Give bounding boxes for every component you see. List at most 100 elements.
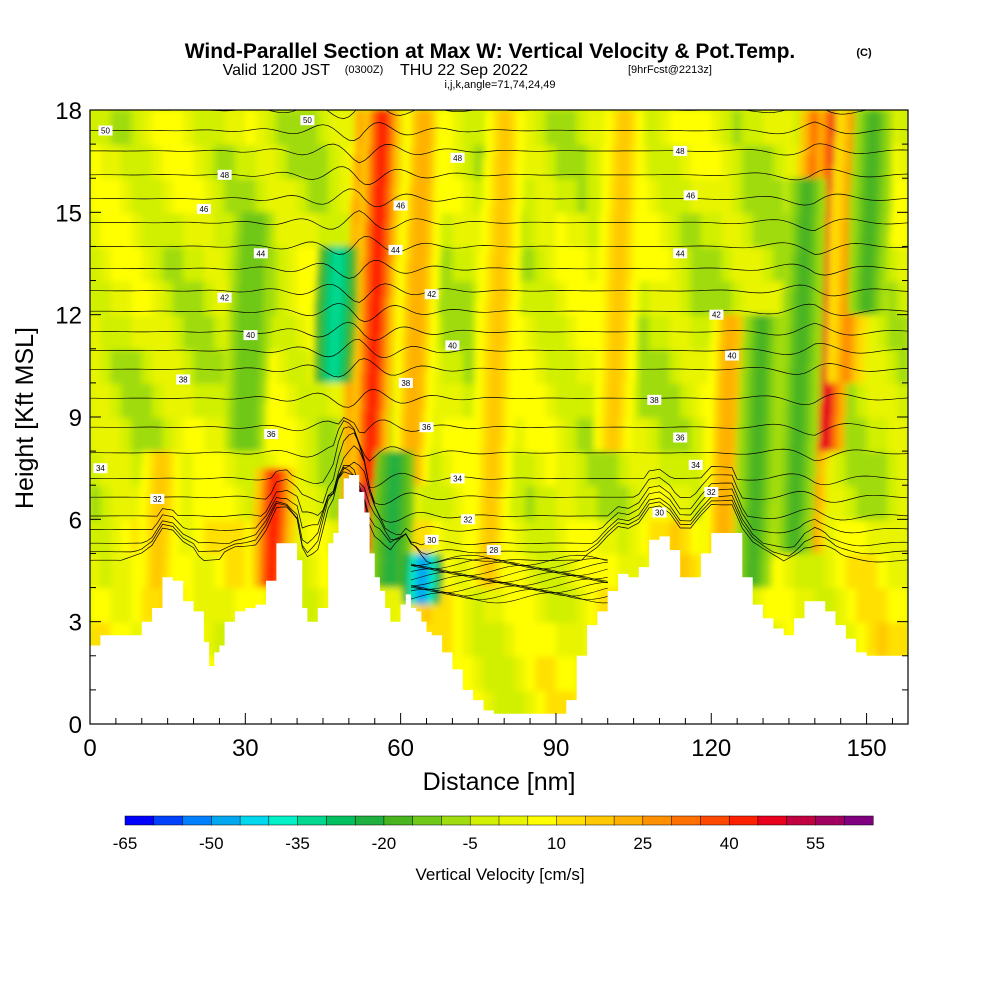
velocity-cell xyxy=(845,417,858,453)
velocity-cell xyxy=(794,587,806,623)
colorbar-swatch xyxy=(757,815,788,826)
velocity-cell xyxy=(183,382,195,418)
velocity-cell xyxy=(307,451,319,487)
velocity-cell xyxy=(245,519,257,555)
velocity-cell xyxy=(276,246,288,282)
velocity-cell xyxy=(535,178,547,214)
contour-label-text: 38 xyxy=(401,379,410,388)
downdraft-band-cell xyxy=(384,560,397,574)
contour-label-text: 40 xyxy=(246,331,255,340)
velocity-cell xyxy=(732,246,744,282)
velocity-cell xyxy=(348,110,361,146)
velocity-cell xyxy=(152,110,164,146)
velocity-cell xyxy=(90,314,102,350)
velocity-cell xyxy=(473,144,485,180)
velocity-cell xyxy=(224,451,236,487)
velocity-cell xyxy=(307,417,319,453)
velocity-cell xyxy=(783,587,796,623)
velocity-cell xyxy=(152,587,164,623)
updraft-band-cell xyxy=(611,280,625,315)
velocity-cell xyxy=(773,144,785,180)
velocity-cell xyxy=(431,382,444,418)
velocity-cell xyxy=(462,417,475,453)
velocity-cell xyxy=(100,314,112,350)
title-main: Wind-Parallel Section at Max W: Vertical… xyxy=(185,40,796,63)
velocity-cell xyxy=(411,519,423,555)
colorbar-swatch xyxy=(182,815,212,826)
velocity-cell xyxy=(649,178,661,214)
velocity-cell xyxy=(576,314,589,350)
isentrope-line xyxy=(90,461,908,536)
velocity-cell xyxy=(721,144,733,180)
velocity-cell xyxy=(597,144,609,180)
downdraft-band-cell xyxy=(746,560,759,588)
velocity-cell xyxy=(297,451,309,487)
velocity-cell xyxy=(555,451,568,487)
contour-label-bg xyxy=(683,190,698,201)
velocity-cell xyxy=(773,587,785,623)
velocity-cell xyxy=(493,621,506,657)
potential-temperature-contours xyxy=(90,110,908,604)
contour-label: 38 xyxy=(647,394,662,405)
downdraft-band-cell xyxy=(328,342,341,356)
velocity-cell xyxy=(152,417,164,453)
colorbar: -65 -50 -35 -20 -5 10 25 40 55 xyxy=(113,815,874,853)
velocity-cell xyxy=(452,451,464,487)
velocity-cell xyxy=(680,553,692,589)
velocity-cell xyxy=(172,110,185,146)
velocity-cell xyxy=(131,417,143,453)
velocity-cell xyxy=(535,246,547,282)
colorbar-swatch xyxy=(786,815,817,826)
velocity-cell xyxy=(131,314,143,350)
velocity-cell xyxy=(214,587,226,623)
velocity-cell xyxy=(317,519,330,555)
velocity-cell xyxy=(555,348,568,384)
velocity-cell xyxy=(317,553,330,589)
velocity-cell xyxy=(628,519,640,555)
isentrope-line xyxy=(90,283,908,303)
velocity-cell xyxy=(607,485,620,521)
velocity-cell xyxy=(442,280,454,316)
velocity-cell xyxy=(203,212,216,248)
velocity-cell xyxy=(576,451,589,487)
contour-label-text: 30 xyxy=(427,536,436,545)
velocity-cell xyxy=(90,178,102,214)
velocity-cell xyxy=(700,280,713,316)
contour-label: 34 xyxy=(688,459,703,470)
velocity-cell xyxy=(856,621,868,657)
velocity-cell xyxy=(587,178,599,214)
velocity-cell xyxy=(783,110,796,146)
y-axis-label: Height [Kft MSL] xyxy=(11,327,39,509)
contour-label: 48 xyxy=(673,145,688,156)
velocity-cell xyxy=(545,246,557,282)
updraft-band-cell xyxy=(155,451,169,465)
velocity-cell xyxy=(328,178,340,214)
velocity-cell xyxy=(131,587,143,623)
colorbar-swatch xyxy=(354,815,385,826)
updraft-band-cell xyxy=(609,348,622,383)
velocity-cell xyxy=(680,110,692,146)
velocity-cell xyxy=(245,553,257,589)
isentrope-line xyxy=(410,588,608,600)
contour-label-text: 46 xyxy=(396,202,405,211)
updraft-band-cell xyxy=(266,527,280,540)
velocity-cell xyxy=(659,110,671,146)
velocity-cell xyxy=(524,689,537,724)
velocity-cell xyxy=(897,587,908,623)
velocity-cell xyxy=(203,451,216,487)
updraft-band-cell xyxy=(413,222,427,261)
isentrope-line xyxy=(90,420,908,462)
velocity-cell xyxy=(638,519,651,555)
velocity-cell xyxy=(856,417,868,453)
downdraft-band-cell xyxy=(239,427,252,452)
contour-label-bg xyxy=(264,429,279,440)
chart-title: Wind-Parallel Section at Max W: Vertical… xyxy=(185,40,872,91)
x-axis: 0 30 60 90 120 150 xyxy=(83,713,893,762)
velocity-cell xyxy=(328,110,340,146)
velocity-cell xyxy=(379,587,392,623)
velocity-cell xyxy=(649,451,661,487)
velocity-cell xyxy=(110,178,123,214)
contour-label-text: 44 xyxy=(676,249,685,258)
velocity-cell xyxy=(566,519,578,555)
